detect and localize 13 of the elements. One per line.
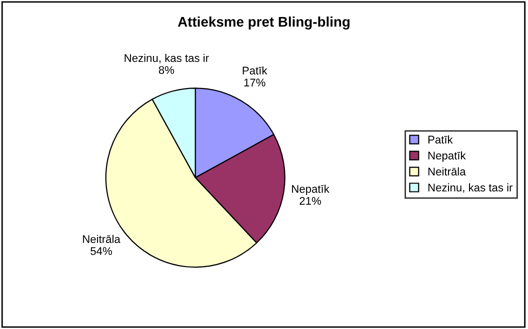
data-label: 54%: [90, 247, 112, 256]
legend-label: Neitrāla: [428, 167, 466, 176]
legend-label: Nezinu, kas tas ir: [428, 183, 513, 193]
slice-label: Patīk: [242, 66, 268, 75]
slice-label: Neitrāla: [83, 234, 120, 244]
data-label: 21%: [300, 196, 321, 205]
data-label: 17%: [244, 78, 266, 86]
legend-label: Patīk: [428, 135, 453, 144]
chart-title: Attieksme pret Bling-bling: [178, 16, 350, 30]
data-label: 8%: [158, 66, 174, 74]
slice-label: Nepatīk: [292, 184, 330, 196]
legend-label: Nepatīk: [428, 151, 466, 162]
slice-label: Nezinu, kas tas ir: [124, 54, 209, 64]
